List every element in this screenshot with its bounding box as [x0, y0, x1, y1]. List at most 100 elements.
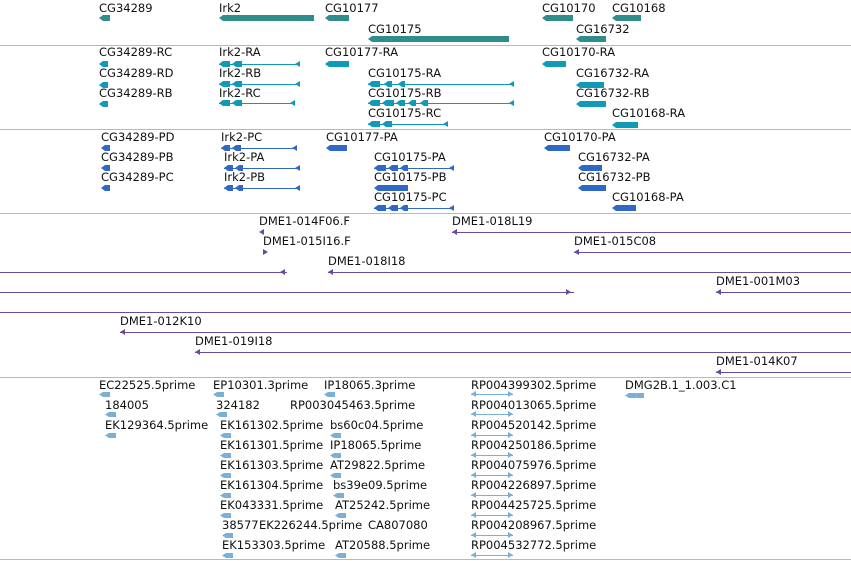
est-glyph[interactable] [625, 393, 636, 398]
transcript-end[interactable] [509, 100, 514, 106]
est-end[interactable] [471, 472, 476, 478]
transcript-label[interactable]: Irk2-RC [219, 86, 261, 100]
clone-end[interactable] [263, 249, 268, 255]
est-label[interactable]: AT20588.5prime [335, 538, 431, 552]
transcript-exon[interactable] [219, 100, 230, 106]
est-label[interactable]: EK153303.5prime [222, 538, 326, 552]
transcript-label[interactable]: CG16732-RB [576, 86, 650, 100]
transcript-exon[interactable] [232, 81, 242, 87]
transcript-exon[interactable] [382, 100, 394, 106]
est-label[interactable]: EK226244.5prime [259, 518, 363, 532]
transcript-bar[interactable] [576, 82, 604, 88]
transcript-end[interactable] [295, 61, 300, 67]
transcript-bar[interactable] [612, 122, 638, 128]
est-label[interactable]: RP003045463.5prime [290, 398, 416, 412]
protein-bar[interactable] [101, 165, 110, 171]
protein-label[interactable]: CG10168-PA [612, 190, 684, 204]
protein-end[interactable] [295, 185, 300, 191]
clone-label[interactable]: DME1-018L19 [452, 214, 533, 228]
transcript-end[interactable] [290, 100, 295, 106]
est-label[interactable]: EK129364.5prime [105, 418, 209, 432]
est-end[interactable] [508, 452, 513, 458]
est-label[interactable]: RP004532772.5prime [471, 538, 597, 552]
est-end[interactable] [508, 391, 513, 397]
transcript-label[interactable]: CG10175-RB [368, 86, 442, 100]
est-end[interactable] [508, 432, 513, 438]
transcript-label[interactable]: CG16732-RA [576, 66, 650, 80]
protein-label[interactable]: Irk2-PC [221, 130, 263, 144]
est-end[interactable] [471, 411, 476, 417]
transcript-exon[interactable] [384, 81, 392, 87]
transcript-exon[interactable] [368, 100, 380, 106]
protein-label[interactable]: CG10170-PA [544, 130, 616, 144]
clone-label[interactable]: DME1-018I18 [328, 254, 406, 268]
protein-label[interactable]: CG10175-PB [374, 170, 447, 184]
est-end[interactable] [471, 532, 476, 538]
est-label[interactable]: CA807080 [368, 518, 428, 532]
protein-exon[interactable] [400, 165, 408, 171]
clone-label[interactable]: DME1-012K10 [120, 314, 202, 328]
est-label[interactable]: 324182 [216, 398, 260, 412]
est-label[interactable]: AT29822.5prime [330, 458, 426, 472]
est-glyph[interactable] [220, 433, 231, 438]
transcript-label[interactable]: CG10177-RA [325, 45, 399, 59]
transcript-label[interactable]: CG34289-RB [99, 86, 173, 100]
protein-bar[interactable] [326, 145, 347, 151]
est-label[interactable]: EK161301.5prime [220, 438, 324, 452]
clone-label[interactable]: DME1-015C08 [574, 234, 657, 248]
est-glyph[interactable] [335, 513, 346, 518]
transcript-label[interactable]: CG34289-RD [99, 66, 174, 80]
protein-label[interactable]: CG16732-PB [578, 170, 651, 184]
est-label[interactable]: EP10301.3prime [213, 378, 309, 392]
est-end[interactable] [508, 552, 513, 558]
transcript-exon[interactable] [368, 121, 380, 127]
gene-bar[interactable] [542, 15, 573, 21]
protein-label[interactable]: Irk2-PA [224, 150, 265, 164]
transcript-exon[interactable] [398, 81, 405, 87]
est-label[interactable]: bs60c04.5prime [330, 418, 424, 432]
protein-bar[interactable] [544, 145, 570, 151]
transcript-label[interactable]: CG10175-RC [368, 106, 442, 120]
protein-exon[interactable] [388, 165, 398, 171]
protein-label[interactable]: Irk2-PB [224, 170, 266, 184]
transcript-exon[interactable] [396, 100, 405, 106]
est-end[interactable] [508, 411, 513, 417]
gene-label[interactable]: CG10177 [325, 1, 379, 15]
clone-end[interactable] [716, 289, 721, 295]
protein-exon[interactable] [221, 145, 230, 151]
protein-end[interactable] [295, 165, 300, 171]
est-label[interactable]: bs39e09.5prime [333, 478, 428, 492]
gene-bar[interactable] [612, 15, 641, 21]
clone-label[interactable]: DME1-001M03 [716, 274, 801, 288]
est-glyph[interactable] [222, 553, 233, 558]
est-end[interactable] [508, 532, 513, 538]
protein-bar[interactable] [374, 185, 408, 191]
transcript-bar[interactable] [325, 61, 349, 67]
est-label[interactable]: RP004208967.5prime [471, 518, 597, 532]
est-label[interactable]: EK043331.5prime [220, 498, 324, 512]
est-label[interactable]: RP004013065.5prime [471, 398, 597, 412]
est-label[interactable]: EK161303.5prime [220, 458, 324, 472]
transcript-label[interactable]: CG10168-RA [612, 106, 686, 120]
est-label[interactable]: IP18065.3prime [324, 378, 416, 392]
est-label[interactable]: EK161302.5prime [220, 418, 324, 432]
gene-label[interactable]: CG10170 [542, 1, 596, 15]
gene-label[interactable]: CG34289 [99, 1, 153, 15]
clone-end[interactable] [259, 229, 264, 235]
transcript-end[interactable] [295, 81, 300, 87]
clone-end[interactable] [328, 269, 333, 275]
transcript-bar[interactable] [576, 101, 606, 107]
clone-label[interactable]: DME1-019I18 [195, 334, 273, 348]
transcript-label[interactable]: CG10170-RA [542, 45, 616, 59]
protein-exon[interactable] [232, 145, 241, 151]
gene-bar[interactable] [99, 15, 110, 21]
gene-label[interactable]: CG16732 [576, 22, 630, 36]
est-end[interactable] [471, 552, 476, 558]
protein-bar[interactable] [612, 205, 636, 211]
gene-bar[interactable] [576, 36, 606, 42]
transcript-exon[interactable] [420, 100, 428, 106]
est-end[interactable] [471, 432, 476, 438]
protein-bar[interactable] [101, 145, 110, 151]
est-end[interactable] [471, 452, 476, 458]
transcript-exon[interactable] [232, 61, 242, 67]
